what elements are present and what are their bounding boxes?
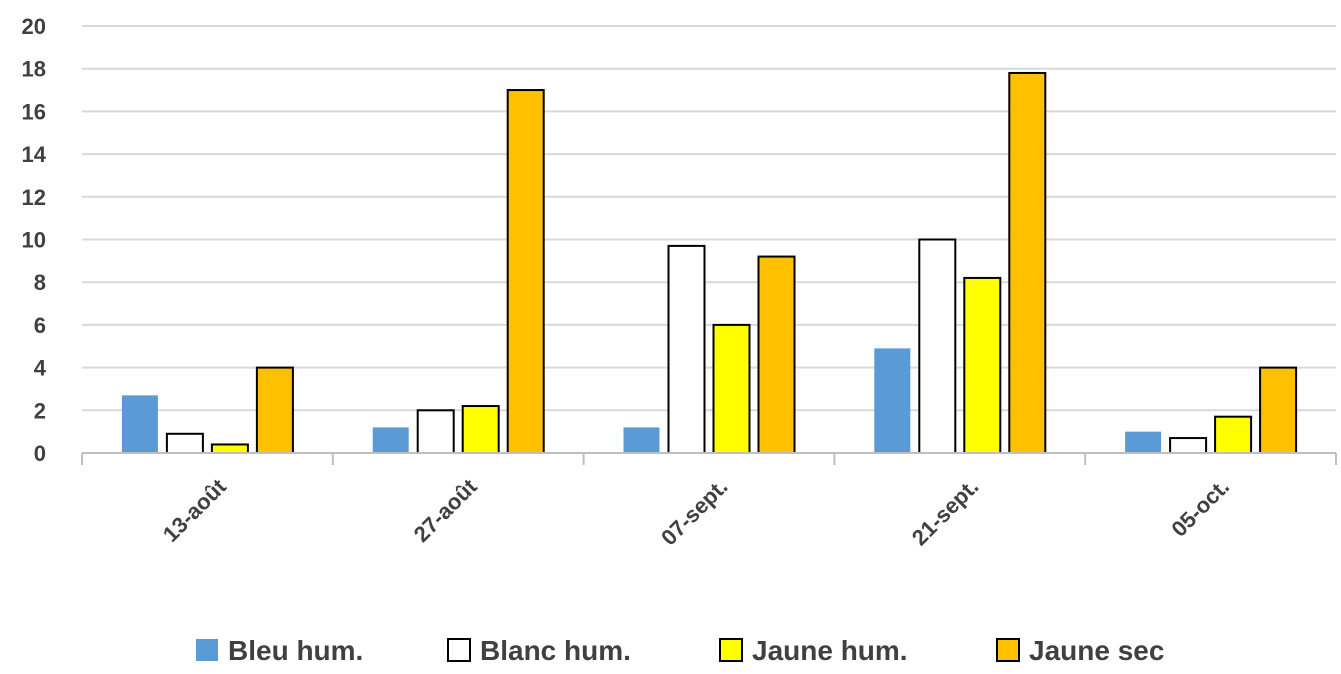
gridlines [82,25,1336,412]
bar-jaune-hum [461,405,500,454]
legend-swatch [719,638,743,662]
y-tick-label: 4 [34,356,47,381]
bar-blanc-hum [165,432,204,455]
legend-swatch [447,638,471,662]
legend-swatch [196,639,218,661]
bar-jaune-sec [506,89,545,455]
legend-swatch [996,638,1020,662]
bar-jaune-hum [210,443,249,454]
legend: Bleu hum. Blanc hum. Jaune hum. Jaune sec [196,635,1164,666]
legend-label: Bleu hum. [228,635,363,666]
bar-jaune-sec [757,255,796,454]
y-tick-label: 10 [22,228,46,253]
x-tick-label: 05-oct. [1166,474,1234,542]
legend-label: Jaune hum. [752,635,908,666]
x-axis-ticks: 13-août 27-août 07-sept. 21-sept. 05-oct. [158,473,1234,550]
bar-bleu-hum [121,395,158,453]
bar-jaune-hum [963,276,1002,454]
y-tick-label: 16 [22,99,46,124]
y-tick-label: 0 [34,441,46,466]
y-tick-label: 20 [22,14,46,39]
y-tick-label: 14 [22,142,47,167]
bar-jaune-sec [1008,71,1047,454]
y-tick-label: 18 [22,57,46,82]
y-tick-label: 6 [34,313,46,338]
bar-blanc-hum [667,244,706,454]
bar-blanc-hum [416,409,455,454]
bar-jaune-hum [1214,415,1253,454]
y-tick-label: 2 [34,398,46,423]
x-tick-label: 13-août [158,473,231,546]
legend-label: Blanc hum. [480,635,631,666]
y-axis-ticks: 0 2 4 6 8 10 12 14 16 18 20 [22,14,47,466]
y-tick-label: 12 [22,185,46,210]
bar-bleu-hum [623,427,660,453]
x-tick-label: 27-août [409,473,482,546]
bar-bleu-hum [372,427,409,453]
bar-jaune-sec [1259,366,1298,455]
bar-jaune-hum [712,323,751,454]
bar-bleu-hum [1125,431,1162,453]
x-axis [81,452,1337,465]
bar-jaune-sec [255,366,294,455]
bars [121,71,1298,455]
bar-bleu-hum [874,348,911,453]
x-tick-label: 07-sept. [656,474,732,550]
x-tick-label: 21-sept. [907,474,983,550]
bar-blanc-hum [1169,437,1208,454]
y-tick-label: 8 [34,270,46,295]
legend-label: Jaune sec [1029,635,1164,666]
bar-blanc-hum [918,238,957,454]
